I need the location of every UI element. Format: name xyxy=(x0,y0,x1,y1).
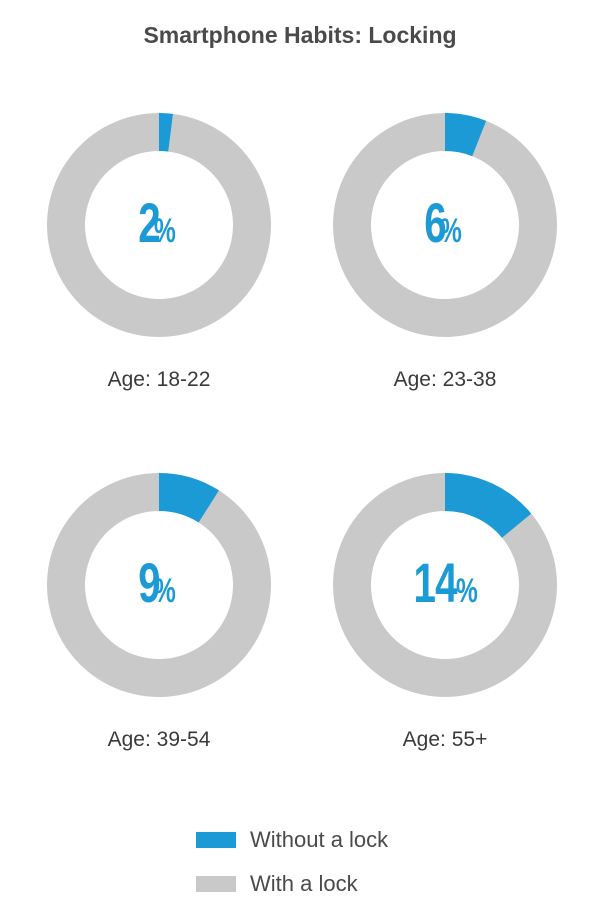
donut-chart xyxy=(47,113,271,337)
slice-without-lock xyxy=(445,473,532,538)
age-label: Age: 18-22 xyxy=(107,368,211,391)
percent-unit: % xyxy=(440,212,462,250)
percent-label: 6% xyxy=(330,190,560,255)
slice-with-lock xyxy=(333,473,557,697)
legend-swatch-without-lock xyxy=(196,832,236,848)
percent-unit: % xyxy=(154,212,176,250)
legend-item-without-lock: Without a lock xyxy=(196,818,388,862)
slice-without-lock xyxy=(159,113,174,152)
slice-with-lock xyxy=(333,113,557,337)
percent-value: 14 xyxy=(413,551,458,614)
donut-chart xyxy=(333,113,557,337)
percent-unit: % xyxy=(455,572,478,610)
percent-value: 9 xyxy=(138,551,161,614)
age-label: Age: 23-38 xyxy=(393,368,497,391)
legend-label: With a lock xyxy=(250,871,358,896)
legend-label: Without a lock xyxy=(250,827,389,852)
legend-swatch-with-lock xyxy=(196,876,236,892)
donut-chart xyxy=(333,473,557,697)
slice-with-lock xyxy=(47,473,271,697)
slice-without-lock xyxy=(445,113,487,157)
donut-panel-23-38: 6% Age: 23-38 xyxy=(330,110,560,391)
donut-panel-39-54: 9% Age: 39-54 xyxy=(44,470,274,751)
legend-item-with-lock: With a lock xyxy=(196,862,388,906)
percent-value: 2 xyxy=(138,191,161,254)
slice-without-lock xyxy=(159,473,220,523)
percent-label: 14% xyxy=(330,550,560,615)
percent-unit: % xyxy=(154,572,176,610)
percent-label: 9% xyxy=(44,550,274,615)
age-label: Age: 39-54 xyxy=(107,728,211,751)
legend: Without a lock With a lock xyxy=(196,818,388,906)
age-label: Age: 55+ xyxy=(402,728,488,751)
chart-title: Smartphone Habits: Locking xyxy=(143,22,457,48)
percent-label: 2% xyxy=(44,190,274,255)
slice-with-lock xyxy=(47,113,271,337)
donut-panel-18-22: 2% Age: 18-22 xyxy=(44,110,274,391)
donut-chart xyxy=(47,473,271,697)
percent-value: 6 xyxy=(424,191,447,254)
donut-panel-55-plus: 14% Age: 55+ xyxy=(330,470,560,751)
